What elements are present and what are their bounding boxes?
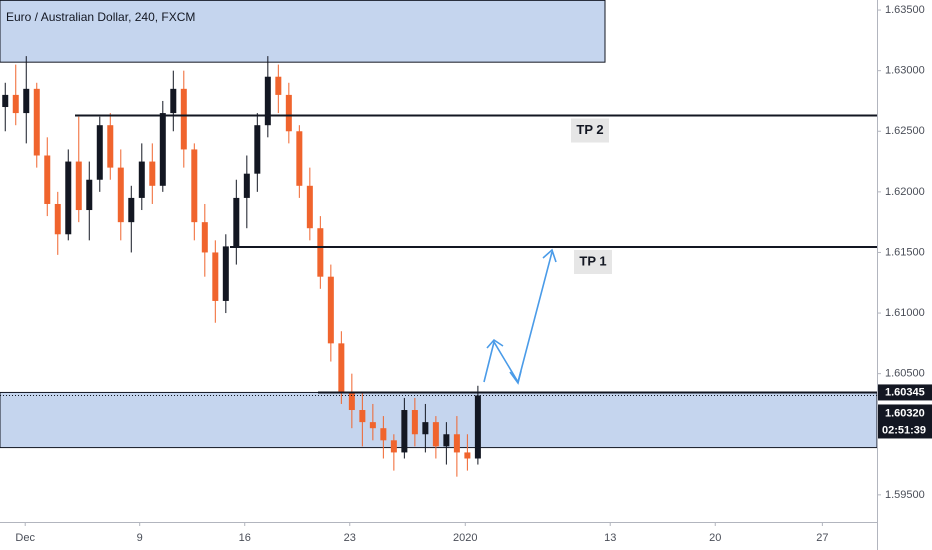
x-tick-label: 9 (137, 532, 143, 544)
candle-body (201, 222, 208, 253)
candle-body (222, 246, 229, 301)
candle-body (443, 434, 450, 447)
candle-body (86, 179, 93, 211)
candle-body (453, 434, 460, 453)
candle-body (401, 410, 408, 453)
level-label-box (571, 118, 609, 143)
x-tick-label: 2020 (453, 532, 477, 544)
candle-body (306, 185, 313, 229)
candle-body (33, 88, 40, 156)
candle-body (327, 276, 334, 344)
candle-body (254, 125, 261, 174)
y-tick-label: 1.63000 (885, 65, 925, 77)
chart-title: Euro / Australian Dollar, 240, FXCM (6, 10, 195, 24)
candle-body (96, 125, 103, 180)
candle-body (338, 343, 345, 392)
candle-body (233, 197, 240, 247)
candle-body (317, 228, 324, 277)
price-tag (878, 384, 932, 401)
candle-body (191, 149, 198, 223)
x-tick-label: Dec (15, 532, 35, 544)
y-tick-label: 1.61500 (885, 246, 925, 258)
x-tick-label: 20 (709, 532, 721, 544)
candle-body (348, 391, 355, 411)
level-label-box (574, 250, 612, 275)
price-tag (878, 404, 932, 439)
price-tag-label: 1.60320 (885, 407, 925, 419)
candle-body (170, 88, 177, 114)
candle-body (2, 94, 9, 108)
candle-body (390, 440, 397, 453)
candle-body (474, 395, 481, 459)
candle-body (65, 161, 72, 235)
candle-body (432, 422, 439, 447)
candle-body (243, 173, 250, 198)
candle-body (44, 155, 51, 204)
x-tick-label: 27 (816, 532, 828, 544)
y-tick-label: 1.59500 (885, 489, 925, 501)
candle-body (264, 76, 271, 126)
y-tick-label: 1.61000 (885, 307, 925, 319)
candle-body (149, 161, 156, 186)
candle-body (128, 197, 135, 223)
candle-body (380, 428, 387, 441)
y-tick-label: 1.63500 (885, 4, 925, 16)
candle-body (464, 452, 471, 459)
candle-body (212, 252, 219, 301)
level-label: TP 1 (579, 253, 606, 268)
y-tick-label: 1.60500 (885, 368, 925, 380)
price-tag-label: 1.60345 (885, 386, 925, 398)
candle-body (369, 422, 376, 429)
candle-body (275, 76, 282, 95)
candle-body (296, 131, 303, 186)
candle-body (54, 203, 61, 235)
x-tick-label: 13 (604, 532, 616, 544)
candle-body (159, 113, 166, 186)
candle-body (23, 88, 30, 114)
candle-body (75, 161, 82, 211)
candle-body (107, 125, 114, 168)
candle-body (422, 422, 429, 435)
y-tick-label: 1.62500 (885, 125, 925, 137)
zone (0, 0, 606, 63)
x-tick-label: 23 (344, 532, 356, 544)
candle-body (180, 88, 187, 150)
candle-body (411, 410, 418, 435)
countdown: 02:51:39 (882, 424, 926, 436)
candle-body (138, 161, 145, 198)
candle-body (285, 94, 292, 132)
projection-arrow (483, 248, 557, 385)
level-label: TP 2 (576, 122, 603, 137)
candle-body (117, 167, 124, 223)
x-tick-label: 16 (239, 532, 251, 544)
candle-body (12, 94, 19, 114)
y-tick-label: 1.62000 (885, 186, 925, 198)
candle-body (359, 410, 366, 423)
